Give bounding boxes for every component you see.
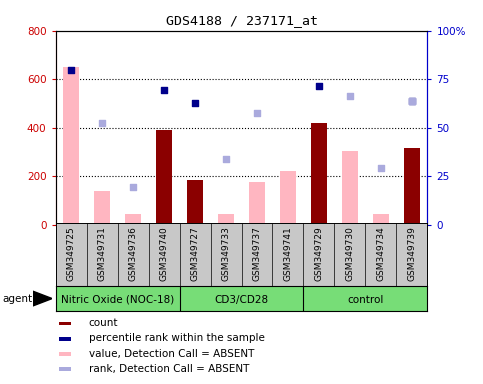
- Text: rank, Detection Call = ABSENT: rank, Detection Call = ABSENT: [89, 364, 249, 374]
- Text: GSM349741: GSM349741: [284, 226, 293, 281]
- Bar: [280, 171, 296, 225]
- Text: Nitric Oxide (NOC-18): Nitric Oxide (NOC-18): [61, 295, 174, 305]
- Point: [377, 165, 385, 171]
- Text: GSM349739: GSM349739: [408, 226, 416, 281]
- Text: agent: agent: [2, 293, 32, 304]
- Point: [222, 156, 230, 162]
- Point: [408, 98, 416, 104]
- Point: [346, 93, 354, 99]
- Title: GDS4188 / 237171_at: GDS4188 / 237171_at: [166, 14, 317, 27]
- Text: GSM349736: GSM349736: [128, 226, 138, 281]
- FancyBboxPatch shape: [59, 337, 71, 341]
- Text: GSM349727: GSM349727: [190, 226, 199, 281]
- Text: CD3/CD28: CD3/CD28: [214, 295, 269, 305]
- Text: GSM349731: GSM349731: [98, 226, 107, 281]
- Text: control: control: [347, 295, 384, 305]
- Bar: [218, 214, 234, 225]
- Bar: [187, 180, 203, 225]
- Bar: [125, 214, 141, 225]
- Bar: [63, 67, 79, 225]
- FancyBboxPatch shape: [59, 352, 71, 356]
- Bar: [94, 191, 110, 225]
- FancyBboxPatch shape: [59, 321, 71, 325]
- Polygon shape: [33, 291, 52, 306]
- Text: GSM349730: GSM349730: [345, 226, 355, 281]
- Bar: [342, 151, 358, 225]
- Point: [67, 66, 75, 73]
- Text: GSM349737: GSM349737: [253, 226, 261, 281]
- Text: value, Detection Call = ABSENT: value, Detection Call = ABSENT: [89, 349, 254, 359]
- Text: GSM349740: GSM349740: [159, 226, 169, 281]
- Point: [315, 83, 323, 89]
- Point: [129, 184, 137, 190]
- Bar: [249, 182, 265, 225]
- Text: GSM349733: GSM349733: [222, 226, 230, 281]
- Bar: [373, 214, 389, 225]
- Point: [160, 87, 168, 93]
- Point: [191, 100, 199, 106]
- Text: count: count: [89, 318, 118, 328]
- Text: percentile rank within the sample: percentile rank within the sample: [89, 333, 265, 343]
- Point: [253, 110, 261, 116]
- Point: [98, 120, 106, 126]
- Point: [408, 98, 416, 104]
- Text: GSM349734: GSM349734: [376, 226, 385, 281]
- Bar: [311, 123, 327, 225]
- Text: GSM349725: GSM349725: [67, 226, 75, 281]
- Text: GSM349729: GSM349729: [314, 226, 324, 281]
- FancyBboxPatch shape: [59, 367, 71, 371]
- Bar: [404, 148, 420, 225]
- Bar: [156, 130, 172, 225]
